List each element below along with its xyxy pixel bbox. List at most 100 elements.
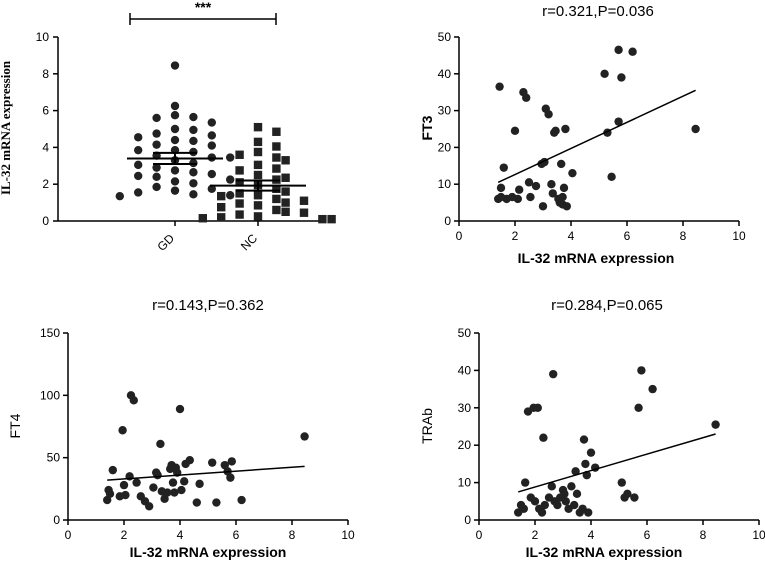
axes xyxy=(53,13,325,226)
data-point-gd xyxy=(152,172,161,182)
data-point-nc xyxy=(272,142,281,151)
data-point-gd xyxy=(207,118,216,127)
x-tick-label: 6 xyxy=(233,528,240,542)
x-tick-label: 8 xyxy=(700,528,707,542)
data-point xyxy=(145,502,154,511)
data-point-gd xyxy=(226,175,235,184)
data-point xyxy=(567,482,576,491)
data-point xyxy=(168,478,178,487)
x-tick-label: 6 xyxy=(624,229,631,243)
x-axis-label: IL-32 mRNA expression xyxy=(526,544,683,560)
data-point xyxy=(614,117,623,126)
y-tick-label: 40 xyxy=(438,67,452,81)
plot-title: r=0.321,P=0.036 xyxy=(542,3,654,20)
y-tick-label: 0 xyxy=(464,513,471,527)
x-tick-label: 0 xyxy=(65,528,72,542)
y-tick-label: 50 xyxy=(438,30,452,44)
data-point-nc xyxy=(253,170,263,180)
y-tick-label: 100 xyxy=(40,388,60,402)
data-point-nc xyxy=(253,201,263,210)
x-tick-label: 10 xyxy=(341,528,355,542)
y-tick-label: 0 xyxy=(53,513,60,527)
data-point-gd xyxy=(189,179,198,188)
data-point xyxy=(521,478,530,487)
x-tick-label: 8 xyxy=(680,229,687,243)
data-point xyxy=(623,489,632,499)
data-point xyxy=(571,467,580,476)
x-tick-label: 0 xyxy=(456,229,463,243)
data-point-gd xyxy=(170,186,180,195)
data-point-nc xyxy=(235,210,244,219)
data-point xyxy=(547,180,556,189)
y-tick-label: 0 xyxy=(444,214,451,228)
data-point xyxy=(156,439,165,449)
y-tick-label: 30 xyxy=(458,401,472,415)
data-point xyxy=(561,124,570,134)
x-axis-label: IL-32 mRNA expression xyxy=(518,250,675,266)
y-tick-label: 10 xyxy=(438,177,452,191)
data-point-nc xyxy=(272,127,281,136)
data-point-gd xyxy=(170,101,180,111)
data-point xyxy=(522,93,531,102)
y-tick-label: 30 xyxy=(438,104,452,118)
data-point xyxy=(208,458,217,467)
x-axis-label: IL-32 mRNA expression xyxy=(130,544,287,560)
axes xyxy=(454,36,740,226)
data-point xyxy=(129,396,138,405)
x-tick-label: 8 xyxy=(289,528,296,542)
data-point xyxy=(121,490,130,500)
data-point-nc xyxy=(253,137,263,147)
data-point-nc xyxy=(198,214,207,223)
panel-ft4: r=0.143,P=0.362 IL-32 mRNA expression FT… xyxy=(7,297,355,560)
x-tick-label: 0 xyxy=(476,528,483,542)
data-point-nc xyxy=(235,178,244,187)
data-point-nc xyxy=(281,207,290,216)
data-point-gd xyxy=(170,61,180,70)
data-point xyxy=(600,69,609,79)
data-point xyxy=(513,194,522,204)
data-point-nc xyxy=(253,122,263,132)
data-point xyxy=(180,477,189,486)
y-axis-label: IL-32 mRNA expression xyxy=(0,60,13,195)
data-point-gd xyxy=(152,182,161,192)
data-point xyxy=(539,433,548,442)
data-point-gd xyxy=(189,125,198,135)
data-point xyxy=(561,497,570,506)
data-point-nc xyxy=(272,205,281,215)
x-tick-label: 6 xyxy=(644,528,651,542)
data-point-nc xyxy=(253,160,263,170)
data-point xyxy=(524,178,534,187)
y-tick-label: 40 xyxy=(458,363,472,377)
data-point xyxy=(570,500,579,510)
data-point-gd xyxy=(207,131,216,140)
data-point-gd xyxy=(207,184,216,193)
x-tick-label: 2 xyxy=(512,229,519,243)
data-point-gd xyxy=(170,124,180,134)
data-point-nc xyxy=(272,184,281,193)
regression-line xyxy=(107,465,305,481)
data-point xyxy=(648,384,657,394)
tick-labels: 0 10 20 30 40 50 0 2 4 6 8 10 xyxy=(438,30,746,243)
data-point-nc xyxy=(281,156,290,165)
data-point-gd xyxy=(152,113,161,123)
data-point xyxy=(581,459,590,469)
data-point-gd xyxy=(134,145,143,155)
x-tick-label: 4 xyxy=(177,528,184,542)
data-point-gd xyxy=(207,169,216,179)
data-point xyxy=(553,500,562,510)
data-point xyxy=(544,110,553,119)
data-point xyxy=(149,483,158,492)
y-tick-label: 10 xyxy=(36,30,50,44)
data-point-nc xyxy=(318,214,327,224)
data-point xyxy=(531,181,541,191)
data-point-gd xyxy=(226,191,235,200)
data-point-nc xyxy=(327,214,336,224)
data-point xyxy=(558,192,567,202)
data-point-gd xyxy=(134,188,143,197)
data-point xyxy=(519,504,528,513)
y-tick-label: 50 xyxy=(458,326,472,340)
data-point-gd xyxy=(189,112,198,122)
data-point-nc xyxy=(235,166,244,175)
x-tick-label: 2 xyxy=(121,528,128,542)
data-point xyxy=(584,508,593,517)
